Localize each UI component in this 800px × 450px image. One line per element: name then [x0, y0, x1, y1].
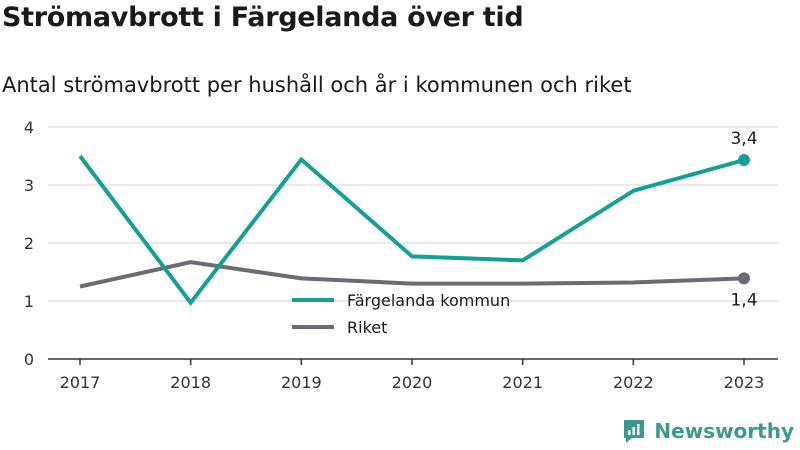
x-tick-label: 2022: [613, 373, 654, 392]
series-line-riket: [79, 260, 745, 289]
chart-title: Strömavbrott i Färgelanda över tid: [2, 2, 524, 33]
y-tick-label: 4: [24, 118, 34, 137]
y-tick-label: 0: [24, 350, 34, 369]
legend-item-fargelanda: Färgelanda kommun: [347, 291, 510, 310]
y-tick-label: 1: [24, 292, 34, 311]
newsworthy-icon: [624, 420, 645, 443]
end-point-marker: [738, 272, 750, 285]
newsworthy-logo: Newsworthy: [622, 418, 794, 444]
x-tick-label: 2019: [281, 373, 322, 392]
end-point-marker: [738, 154, 750, 167]
chart-subtitle: Antal strömavbrott per hushåll och år i …: [2, 73, 632, 97]
end-value-label-fargelanda: 3,4: [730, 129, 757, 149]
x-tick-label: 2020: [392, 373, 433, 392]
y-tick-label: 3: [24, 176, 34, 195]
y-tick-label: 2: [24, 234, 34, 253]
x-tick-label: 2021: [502, 373, 543, 392]
series-line-fargelanda: [78, 154, 745, 307]
end-value-label-riket: 1,4: [730, 290, 757, 310]
legend-item-riket: Riket: [347, 318, 387, 337]
x-tick-label: 2017: [60, 373, 101, 392]
x-tick-label: 2023: [724, 373, 765, 392]
x-tick-label: 2018: [170, 373, 211, 392]
brand-name: Newsworthy: [654, 419, 794, 443]
